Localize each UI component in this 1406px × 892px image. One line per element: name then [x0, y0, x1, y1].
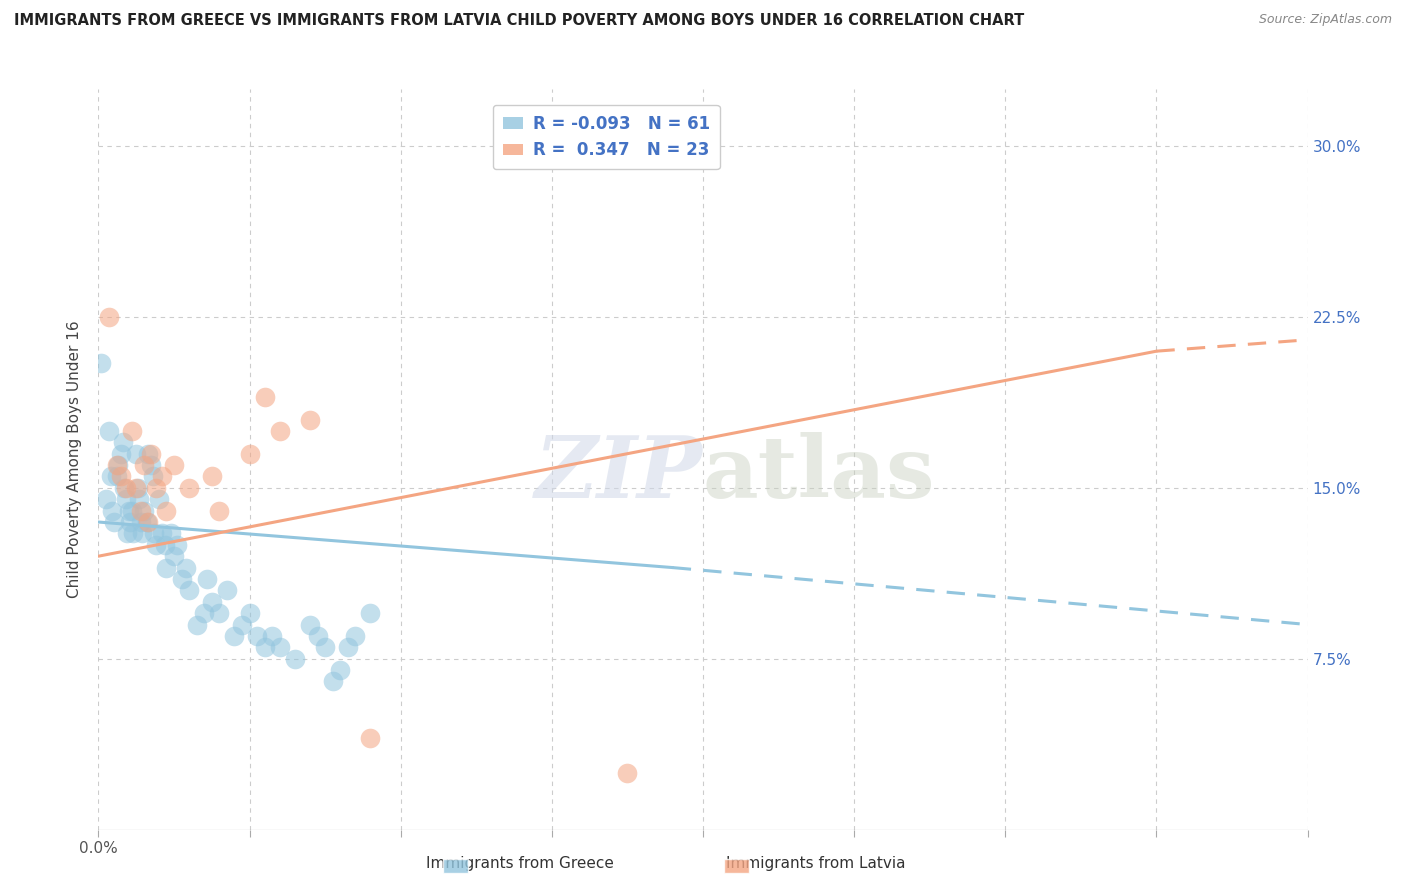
Point [112, 481, 135, 495]
Point [155, 560, 177, 574]
Point [163, 549, 186, 564]
Point [269, 424, 291, 438]
Point [231, 617, 253, 632]
Point [131, 526, 153, 541]
Text: Source: ZipAtlas.com: Source: ZipAtlas.com [1258, 13, 1392, 27]
Point [105, 469, 128, 483]
Point [135, 515, 157, 529]
Point [121, 424, 143, 438]
Point [132, 503, 155, 517]
Point [269, 640, 291, 655]
Point [132, 458, 155, 472]
Legend: R = -0.093   N = 61, R =  0.347   N = 23: R = -0.093 N = 61, R = 0.347 N = 23 [492, 105, 720, 169]
Point [121, 503, 143, 517]
Point [98, 310, 121, 324]
Text: Immigrants from Greece: Immigrants from Greece [426, 856, 614, 871]
Point [143, 526, 166, 541]
Y-axis label: Child Poverty Among Boys Under 16: Child Poverty Among Boys Under 16 [67, 320, 83, 599]
Point [179, 481, 201, 495]
Point [344, 629, 367, 643]
Text: Immigrants from Latvia: Immigrants from Latvia [725, 856, 905, 871]
Point [616, 765, 638, 780]
Point [127, 481, 149, 495]
Point [90, 355, 112, 369]
Point [307, 629, 329, 643]
Point [153, 538, 176, 552]
Point [122, 526, 145, 541]
Point [150, 469, 173, 483]
Point [239, 447, 262, 461]
Point [239, 606, 262, 620]
Point [145, 538, 167, 552]
Point [136, 515, 159, 529]
Point [120, 515, 142, 529]
Point [208, 503, 231, 517]
Point [118, 503, 141, 517]
Text: ZIP: ZIP [536, 433, 703, 516]
Point [107, 458, 129, 472]
Point [284, 651, 307, 665]
Point [98, 424, 121, 438]
Point [160, 526, 183, 541]
Point [103, 515, 125, 529]
Point [150, 526, 173, 541]
Point [101, 503, 124, 517]
Point [166, 538, 188, 552]
Point [100, 469, 122, 483]
Point [129, 515, 152, 529]
Point [115, 526, 138, 541]
Point [224, 629, 246, 643]
Point [329, 663, 352, 677]
Point [142, 469, 165, 483]
Point [262, 629, 284, 643]
Point [215, 583, 238, 598]
Point [125, 447, 148, 461]
Point [141, 458, 163, 472]
Point [208, 606, 231, 620]
Point [299, 617, 322, 632]
Point [174, 560, 197, 574]
Point [186, 617, 208, 632]
Point [141, 447, 163, 461]
Point [105, 458, 128, 472]
Point [360, 606, 382, 620]
Point [125, 481, 148, 495]
Text: atlas: atlas [703, 433, 935, 516]
Point [94, 492, 117, 507]
Point [111, 435, 134, 450]
Text: IMMIGRANTS FROM GREECE VS IMMIGRANTS FROM LATVIA CHILD POVERTY AMONG BOYS UNDER : IMMIGRANTS FROM GREECE VS IMMIGRANTS FRO… [14, 13, 1025, 29]
Point [336, 640, 359, 655]
Point [195, 572, 218, 586]
Point [136, 447, 159, 461]
Point [360, 731, 382, 746]
Point [314, 640, 336, 655]
Point [114, 481, 136, 495]
Point [155, 503, 177, 517]
Point [201, 595, 224, 609]
Point [170, 572, 193, 586]
Point [110, 469, 132, 483]
Point [193, 606, 215, 620]
Point [322, 674, 344, 689]
Point [148, 492, 170, 507]
Point [253, 640, 276, 655]
Point [179, 583, 201, 598]
Point [201, 469, 224, 483]
Point [128, 492, 150, 507]
Point [246, 629, 269, 643]
Point [129, 503, 152, 517]
Point [114, 492, 136, 507]
Point [299, 412, 322, 426]
Point [253, 390, 276, 404]
Point [110, 447, 132, 461]
Point [145, 481, 167, 495]
Point [163, 458, 186, 472]
